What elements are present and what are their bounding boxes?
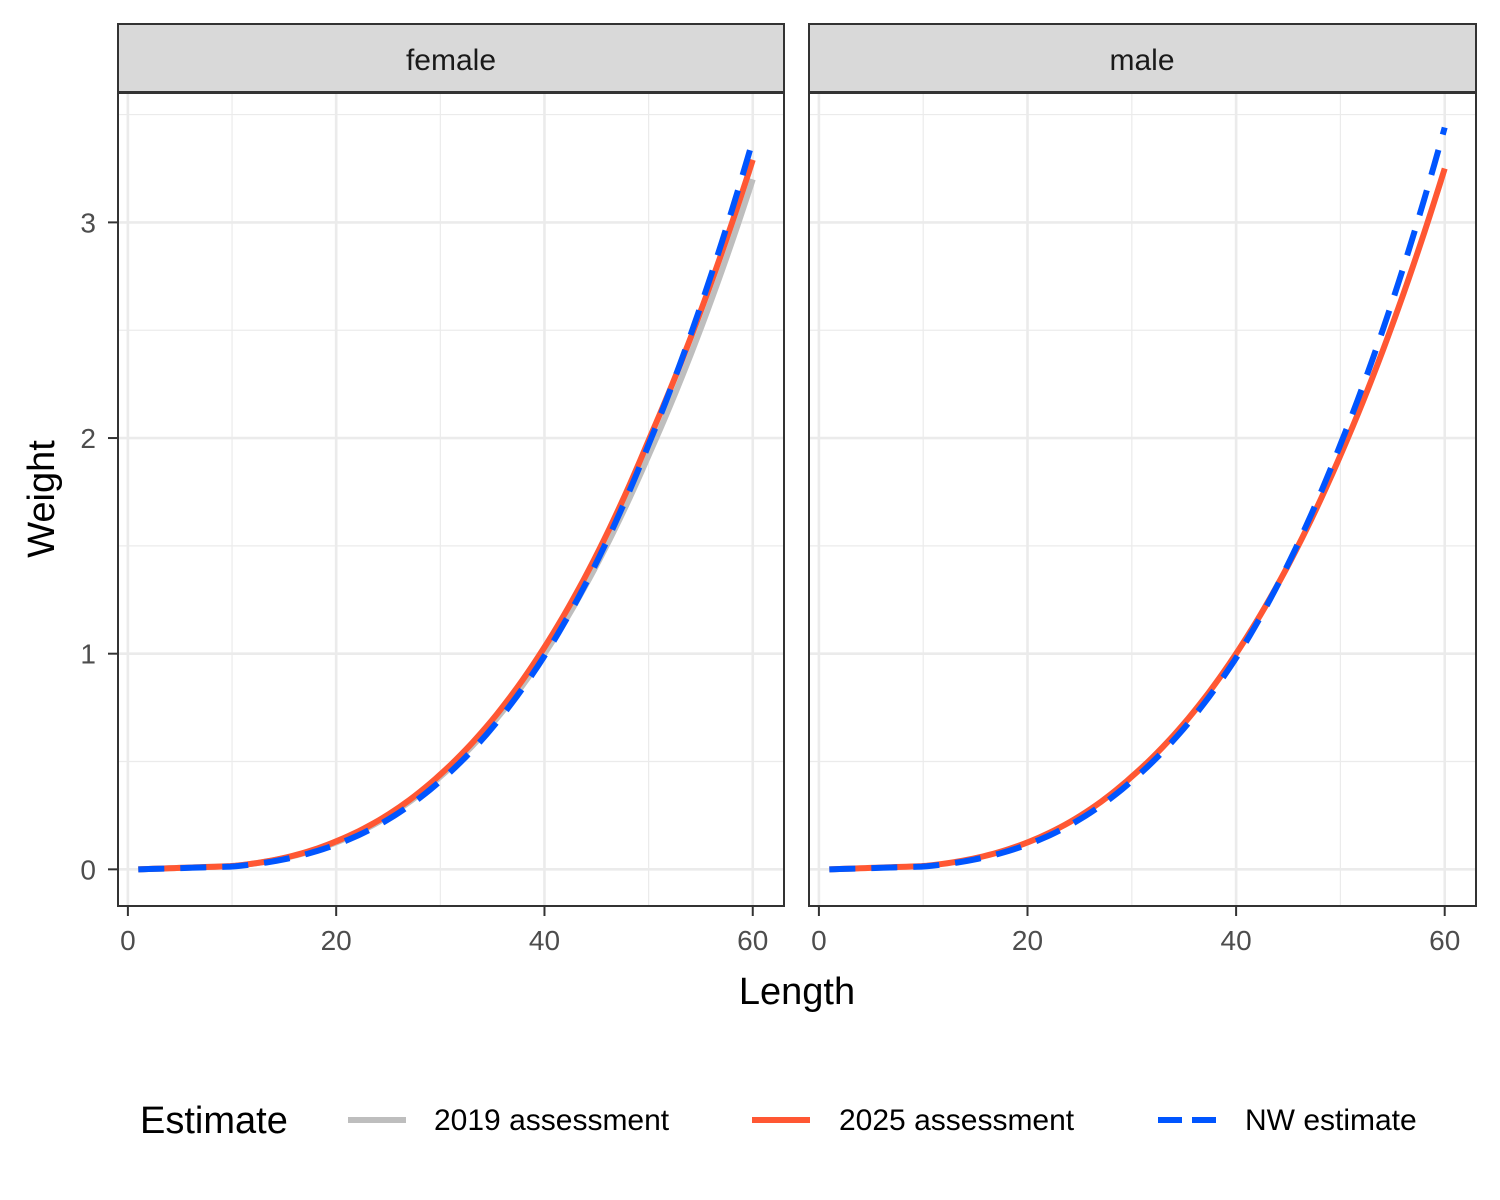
y-tick-label: 3 <box>80 207 96 238</box>
series-male <box>829 126 1448 873</box>
series-line-nw-estimate <box>138 139 756 873</box>
series-line-nw-estimate <box>829 126 1448 873</box>
x-tick-label: 20 <box>321 925 352 956</box>
panel-border-male <box>808 92 1477 907</box>
panel-male: male <box>808 23 1477 907</box>
x-tick-label: 60 <box>1429 925 1460 956</box>
legend: Estimate 2019 assessment 2025 assessment… <box>140 1100 1417 1142</box>
legend-title: Estimate <box>140 1100 288 1142</box>
legend-label-nw-estimate: NW estimate <box>1245 1104 1417 1137</box>
plot-area-female <box>118 93 784 906</box>
strip-label-male: male <box>1109 44 1174 77</box>
x-tick-label: 40 <box>529 925 560 956</box>
y-tick-label: 1 <box>80 639 96 670</box>
panel-female: female <box>117 23 785 907</box>
x-tick-label: 40 <box>1221 925 1252 956</box>
x-tick-label: 0 <box>811 925 827 956</box>
strip-female <box>117 23 785 93</box>
x-tick-label: 60 <box>737 925 768 956</box>
x-axis-title: Length <box>739 971 855 1013</box>
legend-label-2019-assessment: 2019 assessment <box>434 1104 670 1137</box>
panel-border-female <box>117 92 785 907</box>
x-axis-male: 0 20 40 60 <box>811 906 1460 956</box>
grid-female <box>118 93 784 906</box>
plot-area-male <box>809 93 1476 906</box>
y-axis: 0 1 2 3 <box>80 207 118 885</box>
y-tick-label: 0 <box>80 854 96 885</box>
series-female <box>138 139 756 873</box>
strip-label-female: female <box>406 44 496 77</box>
x-tick-label: 20 <box>1012 925 1043 956</box>
x-axis-female: 0 20 40 60 <box>120 906 768 956</box>
y-tick-label: 2 <box>80 423 96 454</box>
x-tick-label: 0 <box>120 925 136 956</box>
legend-label-2025-assessment: 2025 assessment <box>839 1104 1075 1137</box>
y-axis-title: Weight <box>21 440 63 558</box>
